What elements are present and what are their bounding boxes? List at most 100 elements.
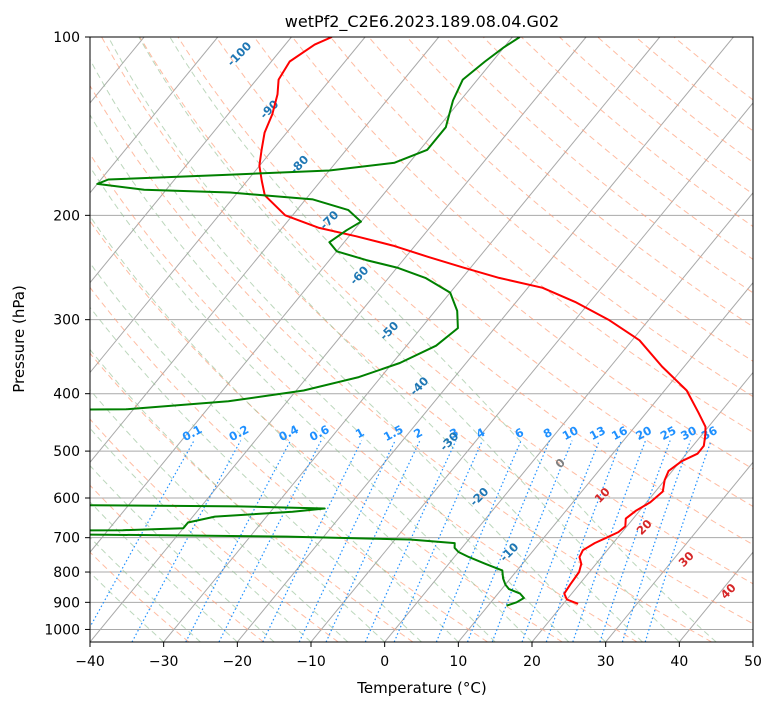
mixing-ratio-label: 30: [678, 423, 699, 443]
isotherm-line: [457, 281, 753, 642]
dry-adiabat-label: -100: [224, 39, 254, 69]
mixing-ratio-label: 16: [609, 423, 630, 443]
dry-adiabat-label: -40: [407, 374, 432, 399]
y-axis: 100 200 300 400 500 600 700 800 900 1000: [44, 30, 90, 638]
dry-adiabat: [330, 37, 753, 398]
dry-adiabat-label: -60: [347, 263, 372, 288]
moist-adiabat: [90, 571, 165, 642]
x-tick-label: 40: [670, 654, 688, 670]
mixing-ratio-line: [435, 440, 522, 642]
temperature-line: [258, 37, 707, 605]
y-tick-label: 100: [53, 30, 80, 46]
x-axis-label: Temperature (°C): [356, 679, 486, 697]
isotherm-line: [90, 37, 366, 374]
mixing-ratio-label: 0.1: [180, 422, 205, 444]
plot-frame: [89, 36, 754, 643]
dry-adiabat: [215, 37, 753, 507]
moist-adiabat: [138, 37, 680, 642]
x-tick-label: 20: [523, 654, 541, 670]
y-tick-label: 800: [53, 565, 80, 581]
x-axis: −40 −30 −20 −10 0 10 20 30 40 50: [75, 642, 762, 670]
dry-adiabat: [292, 37, 753, 433]
isotherm-line: [310, 102, 753, 642]
mixing-ratio-line: [262, 440, 363, 642]
mixing-ratio-line: [218, 440, 322, 642]
y-tick-label: 400: [53, 387, 80, 403]
mixing-ratio-label: 36: [699, 423, 720, 443]
moist-adiabat: [90, 306, 422, 642]
dry-adiabat: [90, 220, 563, 642]
moist-adiabat: [90, 215, 496, 642]
isotherm-line: [90, 37, 513, 553]
x-tick-label: 30: [597, 654, 615, 670]
y-tick-label: 500: [53, 444, 80, 460]
mixing-ratio-label: 0.6: [307, 422, 332, 444]
mixing-ratio-line: [393, 440, 483, 642]
mixing-ratio-label: 25: [658, 423, 679, 443]
y-tick-label: 1000: [44, 622, 80, 638]
isotherm-line: [605, 461, 753, 642]
mixing-ratio-line: [131, 440, 242, 642]
mixing-ratio-line: [572, 440, 647, 642]
mixing-ratio-line: [325, 440, 421, 642]
x-tick-label: −40: [75, 654, 105, 670]
y-tick-label: 900: [53, 595, 80, 611]
mixing-ratio-line: [364, 440, 457, 642]
isotherm-line: [236, 37, 734, 642]
mixing-ratio-label: 6: [512, 425, 526, 441]
dry-adiabat: [635, 37, 753, 132]
mixing-ratio-line: [90, 440, 195, 629]
moist-adiabat-label: 0: [552, 455, 568, 471]
dry-adiabat: [90, 551, 190, 642]
isotherm-line: [678, 551, 753, 642]
dry-adiabat: [90, 286, 488, 642]
mixing-ratio-label: 4: [474, 425, 488, 441]
profile-lines: [90, 37, 707, 607]
isotherm-line: [90, 37, 440, 464]
mixing-ratio-label: 2: [411, 425, 425, 441]
background-lines: [90, 37, 753, 642]
plot-area: 0.1 0.2 0.4 0.6 1 1.5 2 3 4 6 8 10 13 16 20 25 30 36-100-…: [90, 37, 753, 642]
mixing-ratio-line: [491, 440, 573, 642]
dewpoint-line: [90, 37, 525, 607]
mixing-ratio-line: [621, 440, 692, 642]
moist-adiabat: [90, 536, 201, 642]
y-axis-label: Pressure (hPa): [10, 285, 28, 393]
dry-adiabat: [559, 37, 753, 195]
dry-adiabat: [253, 37, 753, 470]
dry-adiabat-label: -20: [467, 484, 492, 509]
isotherm-line: [90, 37, 292, 284]
dry-adiabat-label: -50: [377, 318, 402, 343]
mixing-ratio-label: 20: [633, 423, 654, 443]
dry-adiabat: [177, 37, 753, 546]
x-tick-label: −30: [149, 654, 179, 670]
isotherm-line: [531, 371, 753, 642]
moist-adiabat: [107, 37, 643, 642]
moist-adiabat: [90, 348, 386, 642]
moist-adiabat-label: 40: [718, 581, 739, 602]
x-tick-label: 50: [744, 654, 762, 670]
moist-adiabat: [90, 166, 533, 642]
isotherm-line: [90, 37, 587, 642]
mixing-ratio-label: 10: [560, 423, 581, 443]
moist-adiabat: [90, 427, 312, 642]
moist-adiabat: [169, 37, 717, 642]
mixing-ratio-label: 1: [353, 425, 367, 441]
x-tick-label: 0: [380, 654, 389, 670]
isotherm-line: [163, 37, 661, 642]
x-tick-label: −20: [223, 654, 253, 670]
y-tick-label: 600: [53, 491, 80, 507]
dry-adiabat: [90, 352, 414, 642]
y-tick-label: 200: [53, 208, 80, 224]
moist-adiabat-label: 10: [592, 485, 613, 506]
dry-adiabat: [90, 84, 712, 642]
mixing-ratio-line: [545, 440, 622, 642]
curve-labels: 0.1 0.2 0.4 0.6 1 1.5 2 3 4 6 8 10 13 16 20 25 30 36-100-…: [180, 39, 739, 602]
y-tick-label: 300: [53, 313, 80, 329]
x-tick-label: 10: [449, 654, 467, 670]
mixing-ratio-label: 0.4: [276, 422, 301, 444]
moist-adiabat-label: 30: [676, 549, 697, 570]
moist-adiabat: [90, 389, 349, 642]
mixing-ratio-line: [644, 440, 712, 642]
